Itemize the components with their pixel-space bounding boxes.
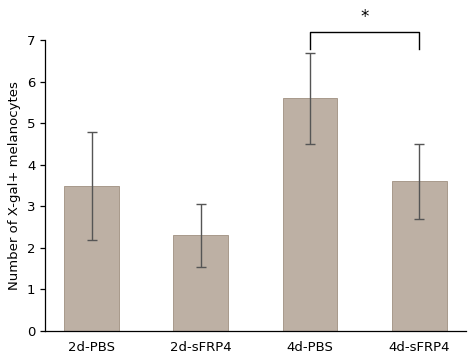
Text: *: * [360, 8, 369, 26]
Bar [64, 186, 119, 331]
Y-axis label: Number of X-gal+ melanocytes: Number of X-gal+ melanocytes [9, 81, 21, 290]
Bar [173, 235, 228, 331]
Bar [283, 98, 337, 331]
Bar [392, 181, 447, 331]
